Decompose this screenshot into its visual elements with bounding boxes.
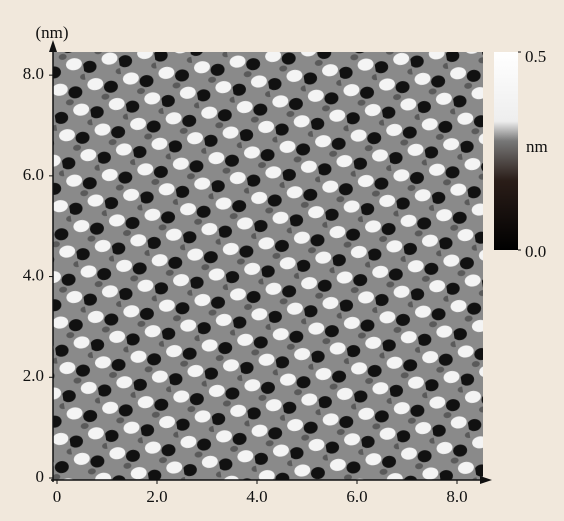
colorbar-label: nm [526,137,548,156]
y-tick-label: 4.0 [23,265,44,284]
y-tick-label: 8.0 [23,64,44,83]
x-tick-label: 0 [53,487,62,506]
y-tick-label: 6.0 [23,165,44,184]
x-arrow [480,476,492,484]
colorbar-tick-label: 0.0 [525,242,546,261]
x-tick-label: 6.0 [346,487,367,506]
x-tick-label: 4.0 [246,487,267,506]
page: (nm) nm 0 2.0 4.0 6.0 8.0 0 2.0 4.0 6.0 8.0 0.0 0.5… [0,0,564,521]
colorbar-tick-label: 0.5 [525,47,546,66]
colorbar [494,52,518,250]
figure: (nm) nm 0 2.0 4.0 6.0 8.0 0 2.0 4.0 6.0 8.0 0.0 0.5 [0,0,564,521]
y-unit: (nm) [35,23,68,42]
y-tick-label: 2.0 [23,366,44,385]
y-tick-label: 0 [36,467,45,486]
x-tick-label: 8.0 [446,487,467,506]
x-tick-label: 2.0 [146,487,167,506]
afm-image [53,52,483,480]
